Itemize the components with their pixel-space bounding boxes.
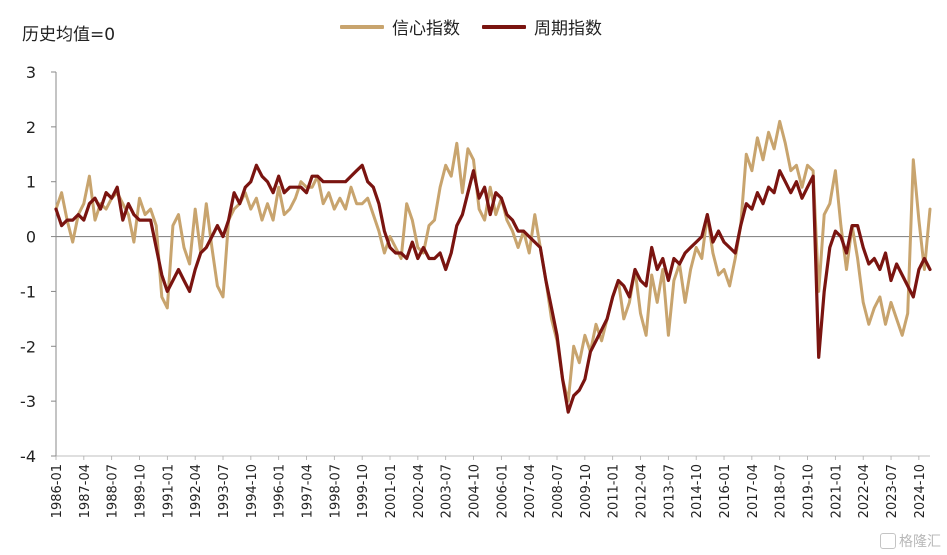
x-tick-label: 2007-04 — [523, 464, 538, 518]
x-tick-label: 2022-04 — [857, 464, 872, 518]
legend-label-cycle: 周期指数 — [534, 19, 602, 39]
legend-item-confidence: 信心指数 — [340, 14, 460, 39]
legend-label-confidence: 信心指数 — [392, 19, 460, 39]
x-tick-label: 2013-07 — [662, 464, 677, 518]
x-tick-label: 1998-07 — [328, 464, 343, 518]
x-tick-label: 2012-04 — [635, 464, 650, 518]
x-tick-label: 2011-01 — [607, 464, 622, 518]
x-tick-label: 2001-01 — [384, 464, 399, 518]
legend-item-cycle: 周期指数 — [482, 14, 602, 39]
x-tick-label: 1993-07 — [217, 464, 232, 518]
series-line-cycle — [54, 163, 932, 414]
y-tick-label: 1 — [26, 173, 36, 192]
x-tick-label: 1991-01 — [161, 464, 176, 518]
y-tick-label: -3 — [20, 392, 36, 411]
x-tick-label: 1987-04 — [78, 464, 93, 518]
x-tick-label: 1986-01 — [50, 464, 65, 518]
x-tick-label: 2023-07 — [885, 464, 900, 518]
series-line-confidence — [54, 119, 932, 403]
x-tick-label: 2018-07 — [774, 464, 789, 518]
x-tick-label: 2017-04 — [746, 464, 761, 518]
y-tick-label: 3 — [26, 63, 36, 82]
x-tick-label: 2004-10 — [468, 464, 483, 518]
y-tick-label: 2 — [26, 118, 36, 137]
legend-swatch-confidence — [340, 24, 384, 29]
x-tick-label: 2024-10 — [913, 464, 928, 518]
legend: 信心指数 周期指数 — [340, 14, 602, 39]
x-tick-label: 2008-07 — [551, 464, 566, 518]
x-tick-label: 1992-04 — [189, 464, 204, 518]
x-tick-label: 2019-10 — [802, 464, 817, 518]
y-tick-label: 0 — [26, 228, 36, 247]
x-tick-label: 1997-04 — [301, 464, 316, 518]
x-tick-label: 1994-10 — [245, 464, 260, 518]
x-tick-label: 2014-10 — [690, 464, 705, 518]
y-tick-label: -2 — [20, 337, 36, 356]
x-tick-label: 2003-07 — [440, 464, 455, 518]
x-tick-label: 1988-07 — [106, 464, 121, 518]
y-unit-label: 历史均值=0 — [22, 25, 116, 45]
x-tick-label: 2006-01 — [495, 464, 510, 518]
x-tick-label: 1999-10 — [356, 464, 371, 518]
watermark-text: 格隆汇 — [899, 534, 941, 550]
x-tick-label: 2016-01 — [718, 464, 733, 518]
y-tick-label: -4 — [20, 447, 36, 466]
x-tick-label: 2002-04 — [412, 464, 427, 518]
x-tick-label: 2021-01 — [829, 464, 844, 518]
x-tick-label: 2009-10 — [579, 464, 594, 518]
x-tick-label: 1996-01 — [273, 464, 288, 518]
legend-swatch-cycle — [482, 24, 526, 29]
watermark: 格隆汇 — [880, 531, 941, 551]
watermark-logo-icon — [880, 533, 896, 549]
y-tick-label: -1 — [20, 282, 36, 301]
x-tick-label: 1989-10 — [134, 464, 149, 518]
